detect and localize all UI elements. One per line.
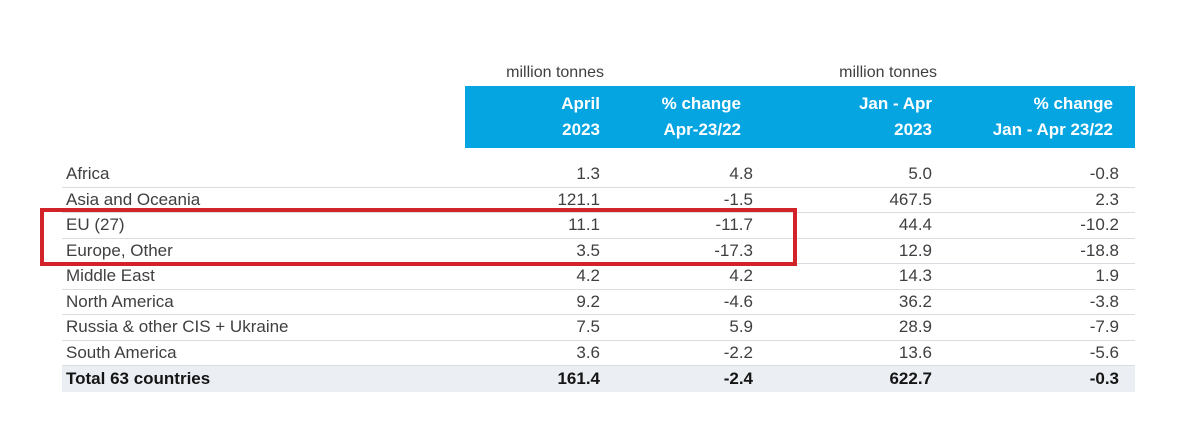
value-april: 1.3	[576, 164, 600, 184]
units-label-april-section: million tonnes	[506, 64, 604, 81]
value-janapr: 44.4	[898, 215, 932, 235]
value-chg-janapr: 2.3	[1095, 189, 1119, 209]
table-row-eu27-highlighted: EU (27) 11.1 -11.7 44.4 -10.2	[62, 213, 1135, 239]
table-row-north-america: North America 9.2 -4.6 36.2 -3.8	[62, 290, 1135, 315]
production-table: April 2023 % change Apr-23/22 Jan - Apr …	[62, 86, 1135, 392]
table-row-south-america: South America 3.6 -2.2 13.6 -5.6	[62, 341, 1135, 366]
value-chg-apr: 5.9	[729, 317, 753, 337]
region-label: Europe, Other	[66, 240, 173, 260]
total-label: Total 63 countries	[66, 368, 211, 388]
value-chg-apr: -4.6	[723, 291, 753, 311]
region-label: Africa	[66, 164, 110, 184]
value-chg-janapr: -3.8	[1089, 291, 1119, 311]
value-chg-apr: -1.5	[723, 189, 753, 209]
region-label: South America	[66, 342, 177, 362]
header-pct-apr-line2: Apr-23/22	[663, 120, 741, 139]
value-chg-janapr: -5.6	[1089, 342, 1119, 362]
value-chg-janapr: -18.8	[1080, 240, 1119, 260]
value-janapr: 14.3	[898, 266, 932, 286]
value-april: 4.2	[576, 266, 600, 286]
header-pct-change-apr: % change Apr-23/22	[600, 86, 753, 148]
header-april-line2: 2023	[562, 120, 600, 139]
region-label: North America	[66, 291, 174, 311]
header-pct-janapr-line1: % change	[1033, 94, 1113, 113]
region-label: EU (27)	[66, 215, 125, 235]
header-pct-janapr-line2: Jan - Apr 23/22	[992, 120, 1113, 139]
header-pct-change-janapr: % change Jan - Apr 23/22	[932, 86, 1135, 148]
total-chg-janapr: -0.3	[1089, 368, 1119, 388]
units-label-janapr-section: million tonnes	[839, 64, 937, 81]
table-row-russia-cis-ukraine: Russia & other CIS + Ukraine 7.5 5.9 28.…	[62, 315, 1135, 341]
region-label: Russia & other CIS + Ukraine	[66, 317, 289, 337]
total-april: 161.4	[557, 368, 600, 388]
table-row-asia-oceania: Asia and Oceania 121.1 -1.5 467.5 2.3	[62, 188, 1135, 213]
value-janapr: 36.2	[898, 291, 932, 311]
header-body-gap	[62, 148, 1135, 162]
total-janapr: 622.7	[889, 368, 932, 388]
value-chg-apr: -17.3	[714, 240, 753, 260]
value-chg-janapr: -0.8	[1089, 164, 1119, 184]
table-row-middle-east: Middle East 4.2 4.2 14.3 1.9	[62, 264, 1135, 290]
header-pct-apr-line1: % change	[661, 94, 741, 113]
header-april-line1: April	[561, 94, 600, 113]
value-chg-apr: 4.2	[729, 266, 753, 286]
value-chg-apr: -2.2	[723, 342, 753, 362]
header-janapr-line1: Jan - Apr	[858, 94, 932, 113]
table-row-europe-other-highlighted: Europe, Other 3.5 -17.3 12.9 -18.8	[62, 239, 1135, 264]
region-label: Middle East	[66, 266, 155, 286]
table-header-row: April 2023 % change Apr-23/22 Jan - Apr …	[62, 86, 1135, 148]
value-chg-apr: -11.7	[715, 215, 754, 235]
value-april: 9.2	[576, 291, 600, 311]
region-label: Asia and Oceania	[66, 189, 201, 209]
header-jan-apr-2023: Jan - Apr 2023	[753, 86, 932, 148]
value-chg-apr: 4.8	[729, 164, 753, 184]
value-chg-janapr: 1.9	[1095, 266, 1119, 286]
value-chg-janapr: -10.2	[1080, 215, 1119, 235]
value-janapr: 13.6	[898, 342, 932, 362]
value-janapr: 28.9	[898, 317, 932, 337]
value-chg-janapr: -7.9	[1089, 317, 1119, 337]
value-janapr: 12.9	[898, 240, 932, 260]
value-april: 121.1	[557, 189, 600, 209]
header-janapr-line2: 2023	[894, 120, 932, 139]
value-april: 3.5	[576, 240, 600, 260]
value-april: 7.5	[576, 317, 600, 337]
header-april-2023: April 2023	[465, 86, 600, 148]
value-janapr: 467.5	[889, 189, 932, 209]
value-april: 11.1	[568, 215, 600, 235]
value-janapr: 5.0	[908, 164, 932, 184]
total-chg-apr: -2.4	[723, 368, 753, 388]
header-empty-cell	[62, 86, 465, 148]
value-april: 3.6	[576, 342, 600, 362]
table-row-total: Total 63 countries 161.4 -2.4 622.7 -0.3	[62, 366, 1135, 392]
table-row-africa: Africa 1.3 4.8 5.0 -0.8	[62, 162, 1135, 188]
